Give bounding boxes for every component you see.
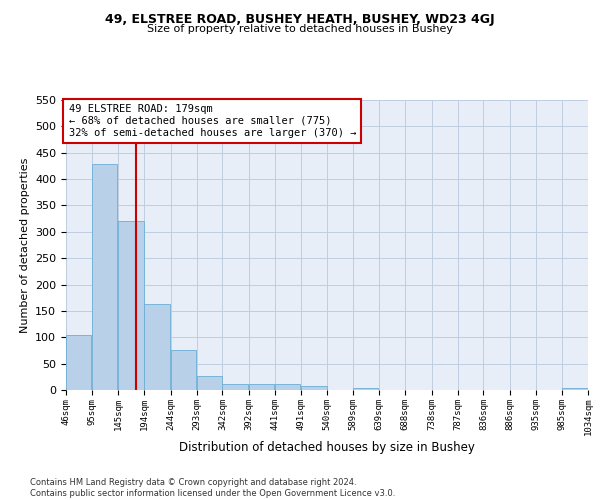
Bar xyxy=(144,304,170,390)
Bar xyxy=(170,350,196,390)
Bar xyxy=(92,164,118,390)
Bar xyxy=(353,388,379,390)
Text: 49, ELSTREE ROAD, BUSHEY HEATH, BUSHEY, WD23 4GJ: 49, ELSTREE ROAD, BUSHEY HEATH, BUSHEY, … xyxy=(105,12,495,26)
X-axis label: Distribution of detached houses by size in Bushey: Distribution of detached houses by size … xyxy=(179,441,475,454)
Y-axis label: Number of detached properties: Number of detached properties xyxy=(20,158,29,332)
Text: 49 ELSTREE ROAD: 179sqm
← 68% of detached houses are smaller (775)
32% of semi-d: 49 ELSTREE ROAD: 179sqm ← 68% of detache… xyxy=(68,104,356,138)
Bar xyxy=(275,384,300,390)
Bar xyxy=(249,384,274,390)
Bar xyxy=(66,334,91,390)
Bar xyxy=(562,388,587,390)
Bar xyxy=(197,376,222,390)
Bar xyxy=(223,384,248,390)
Text: Size of property relative to detached houses in Bushey: Size of property relative to detached ho… xyxy=(147,24,453,34)
Bar xyxy=(301,386,326,390)
Bar xyxy=(118,222,144,390)
Text: Contains HM Land Registry data © Crown copyright and database right 2024.
Contai: Contains HM Land Registry data © Crown c… xyxy=(30,478,395,498)
